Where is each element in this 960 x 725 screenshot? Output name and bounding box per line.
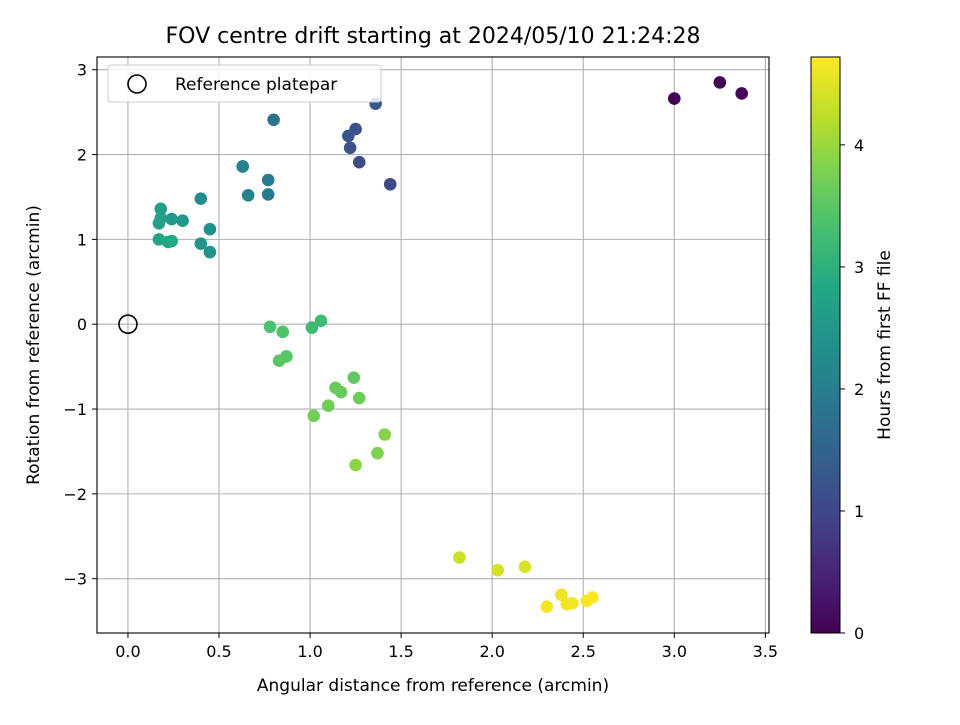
legend: Reference platepar <box>107 64 382 103</box>
data-point <box>735 87 748 100</box>
data-point <box>203 222 217 236</box>
x-tick-label: 3.0 <box>662 642 687 661</box>
legend-box <box>107 64 382 103</box>
data-point <box>176 214 189 228</box>
data-point <box>383 177 397 191</box>
y-tick-label: 2 <box>77 146 87 165</box>
data-point <box>241 188 255 202</box>
grid-lines <box>97 57 769 633</box>
data-point <box>194 237 208 250</box>
x-axis-label: Angular distance from reference (arcmin) <box>257 676 609 696</box>
x-tick-label: 0.0 <box>115 642 140 661</box>
colorbar-tick-label: 1 <box>854 502 864 521</box>
data-point <box>314 314 328 328</box>
data-point <box>165 212 178 226</box>
colorbar: 0 1 2 3 4 Hours from first FF file <box>810 56 895 643</box>
x-tick-label: 1.0 <box>297 642 322 661</box>
data-point <box>236 160 249 173</box>
data-point <box>154 202 168 216</box>
y-tick-label: −1 <box>63 400 87 419</box>
data-point <box>518 560 532 574</box>
y-tick-label: −2 <box>63 485 87 504</box>
data-point <box>307 409 321 423</box>
colorbar-ticks: 0 1 2 3 4 <box>840 136 864 643</box>
colorbar-tick-label: 0 <box>854 624 864 643</box>
data-point <box>334 385 348 399</box>
data-point <box>378 428 392 441</box>
y-axis-label: Rotation from reference (arcmin) <box>24 205 44 485</box>
colorbar-label: Hours from first FF file <box>875 250 895 440</box>
data-point <box>371 446 384 460</box>
data-point <box>165 234 178 248</box>
x-tick-label: 2.5 <box>571 642 596 661</box>
legend-marker-icon <box>127 74 147 94</box>
x-tick-label: 2.0 <box>479 642 504 661</box>
data-point <box>263 320 277 334</box>
data-point <box>713 76 727 89</box>
data-point <box>267 113 280 127</box>
data-point <box>321 399 335 412</box>
y-tick-label: 1 <box>77 230 87 249</box>
plot-frame <box>96 56 770 634</box>
legend-entry-label: Reference platepar <box>175 75 337 95</box>
data-point <box>352 155 366 169</box>
data-point <box>261 188 275 201</box>
data-point <box>261 173 275 187</box>
data-point <box>540 600 554 614</box>
y-tick-label: −3 <box>63 570 87 589</box>
y-tick-label: 3 <box>77 61 87 80</box>
data-point <box>555 588 568 602</box>
y-axis-ticks: −3 −2 −1 0 1 2 3 <box>63 61 97 589</box>
colorbar-tick-label: 3 <box>854 258 864 277</box>
data-point <box>668 92 681 105</box>
chart-title: FOV centre drift starting at 2024/05/10 … <box>166 24 701 49</box>
x-axis-ticks: 0.0 0.5 1.0 1.5 2.0 2.5 3.0 3.5 <box>115 633 778 661</box>
data-point <box>352 391 366 405</box>
data-point <box>203 245 217 259</box>
data-point <box>586 591 599 604</box>
y-tick-label: 0 <box>77 315 87 334</box>
data-point <box>349 458 362 472</box>
x-tick-label: 0.5 <box>206 642 231 661</box>
data-point <box>343 141 357 155</box>
data-point <box>491 563 504 577</box>
colorbar-tick-label: 4 <box>854 136 864 155</box>
data-point <box>453 551 466 564</box>
x-tick-label: 3.5 <box>753 642 778 661</box>
data-point <box>342 129 355 143</box>
data-point <box>194 192 208 205</box>
x-tick-label: 1.5 <box>388 642 413 661</box>
colorbar-tick-label: 2 <box>854 380 864 399</box>
data-point <box>154 211 168 225</box>
reference-platepar-marker <box>118 314 138 335</box>
colorbar-gradient <box>810 56 841 634</box>
data-points <box>152 76 748 614</box>
data-point <box>272 354 286 367</box>
data-point <box>566 597 579 610</box>
data-point <box>276 325 290 339</box>
data-point <box>347 371 361 384</box>
data-point <box>305 321 319 334</box>
